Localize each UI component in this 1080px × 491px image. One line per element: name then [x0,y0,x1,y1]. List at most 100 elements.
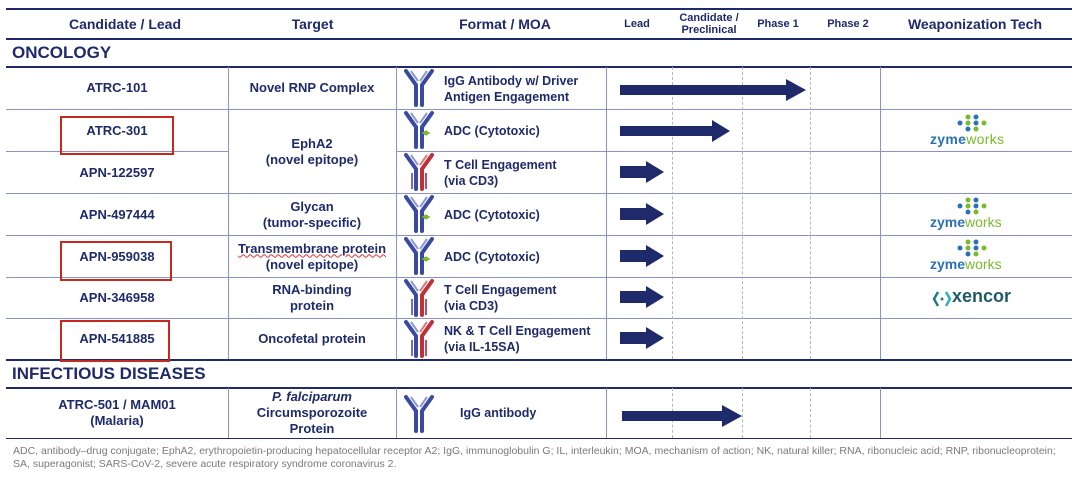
progress-arrow-lead [620,327,664,349]
format-line: NK & T Cell Engagement [444,324,591,338]
format-line: (via CD3) [444,299,499,313]
col-divider [880,67,881,359]
header-target: Target [291,16,334,32]
bispecific-antibody-icon [404,153,434,191]
oncology-rule [6,66,1072,68]
header-phase2: Phase 2 [827,18,869,30]
target-transmembrane: Transmembrane protein (novel epitope) [228,236,396,277]
candidate-atrc-501: ATRC-501 / MAM01 (Malaria) [6,390,228,436]
zymeworks-dots-icon [957,197,987,215]
target-line: Glycan [290,198,334,214]
progress-arrow-phase1 [620,79,806,101]
logo-zyme: zyme [930,131,967,147]
candidate-atrc-101: ATRC-101 [86,80,148,95]
col-divider [228,388,229,438]
col-divider [606,388,607,438]
xencor-logo: xencor [932,286,1032,312]
candidate-apn-122597: APN-122597 [79,164,155,180]
target-line: Transmembrane protein [237,240,387,256]
stage-divider [742,388,743,438]
zymeworks-logo: zymeworks [930,238,1030,274]
format-atrc-101: IgG Antibody w/ Driver Antigen Engagement [444,70,604,108]
target-line: Protein [289,421,335,436]
section-oncology: ONCOLOGY [12,43,112,62]
progress-arrow-preclinical [620,120,730,142]
target-line: RNA-binding [272,282,352,297]
progress-arrow-lead [620,245,664,267]
format-atrc-501: IgG antibody [460,406,537,420]
logo-zyme: zyme [930,214,966,230]
target-line: (novel epitope) [265,256,359,272]
row-divider [6,235,1072,236]
format-apn-346958: T Cell Engagement (via CD3) [444,278,604,318]
adc-antibody-icon [402,237,436,275]
header-format: Format / MOA [459,16,551,32]
highlight-box [60,241,172,281]
zymeworks-dots-icon [957,239,987,257]
progress-arrow-lead [620,203,664,225]
header-phase1: Phase 1 [757,18,799,30]
progress-arrow-preclinical [622,405,742,427]
oncology-bottom-rule [6,359,1072,361]
zymeworks-logo: zymeworks [930,113,1030,149]
format-apn-959038: ADC (Cytotoxic) [444,249,540,264]
bispecific-antibody-icon [404,279,434,317]
top-rule [6,8,1072,10]
table-header: Candidate / Lead Target Format / MOA Lea… [0,0,1080,40]
target-line: (tumor-specific) [262,214,362,230]
target-oncofetal: Oncofetal protein [258,331,366,346]
target-epha2: EphA2 (novel epitope) [228,110,396,193]
header-weapon: Weaponization Tech [907,16,1043,32]
progress-arrow-lead [620,286,664,308]
target-pfalciparum: P. falciparum Circumsporozoite Protein [228,389,396,437]
candidate-line: (Malaria) [90,413,144,428]
section-infectious: INFECTIOUS DISEASES [12,364,206,383]
format-apn-497444: ADC (Cytotoxic) [444,207,540,222]
progress-arrow-lead [620,161,664,183]
logo-works: works [965,214,1002,230]
candidate-line: ATRC-501 / MAM01 [58,397,176,412]
row-divider [6,193,1072,194]
target-line: Circumsporozoite [256,405,368,420]
stage-divider [672,67,673,359]
target-atrc-101: Novel RNP Complex [249,80,375,95]
format-line: (via CD3) [444,173,499,188]
adc-antibody-icon [402,111,436,149]
candidate-apn-541885: APN-541885 [79,331,155,346]
logo-xencor: xencor [952,286,1012,306]
header-lead: Lead [624,18,650,30]
zymeworks-logo: zymeworks [930,196,1030,232]
col-divider [880,388,881,438]
highlight-box [60,116,174,155]
header-rule [6,38,1072,40]
format-line: (via IL-15SA) [444,340,520,354]
row-divider [6,151,228,152]
logo-works: works [966,131,1005,147]
col-divider [606,67,607,359]
zymeworks-dots-icon [957,114,987,132]
format-line: T Cell Engagement [444,283,557,297]
target-line: P. falciparum [272,389,352,404]
col-divider [396,67,397,359]
col-divider [396,388,397,438]
igg-antibody-icon [404,395,434,433]
format-apn-122597: T Cell Engagement (via CD3) [444,152,604,193]
stage-divider [742,67,743,359]
format-line: IgG Antibody w/ Driver [444,74,579,88]
target-line: EphA2 [291,135,333,151]
bispecific-antibody-icon [404,320,434,358]
logo-works: works [965,256,1002,272]
format-line: T Cell Engagement [444,157,557,172]
row-divider [396,151,1072,152]
target-rna-binding: RNA-binding protein [228,278,396,318]
candidate-apn-497444: APN-497444 [79,206,155,222]
igg-antibody-icon [404,69,434,107]
row-divider [6,277,1072,278]
adc-antibody-icon [402,195,436,233]
infectious-rule [6,387,1072,389]
row-divider [6,318,1072,319]
xencor-mark-icon [932,291,952,307]
target-line: (novel epitope) [265,151,359,167]
header-candidate: Candidate / Lead [68,16,182,32]
candidate-apn-959038: APN-959038 [79,248,155,264]
